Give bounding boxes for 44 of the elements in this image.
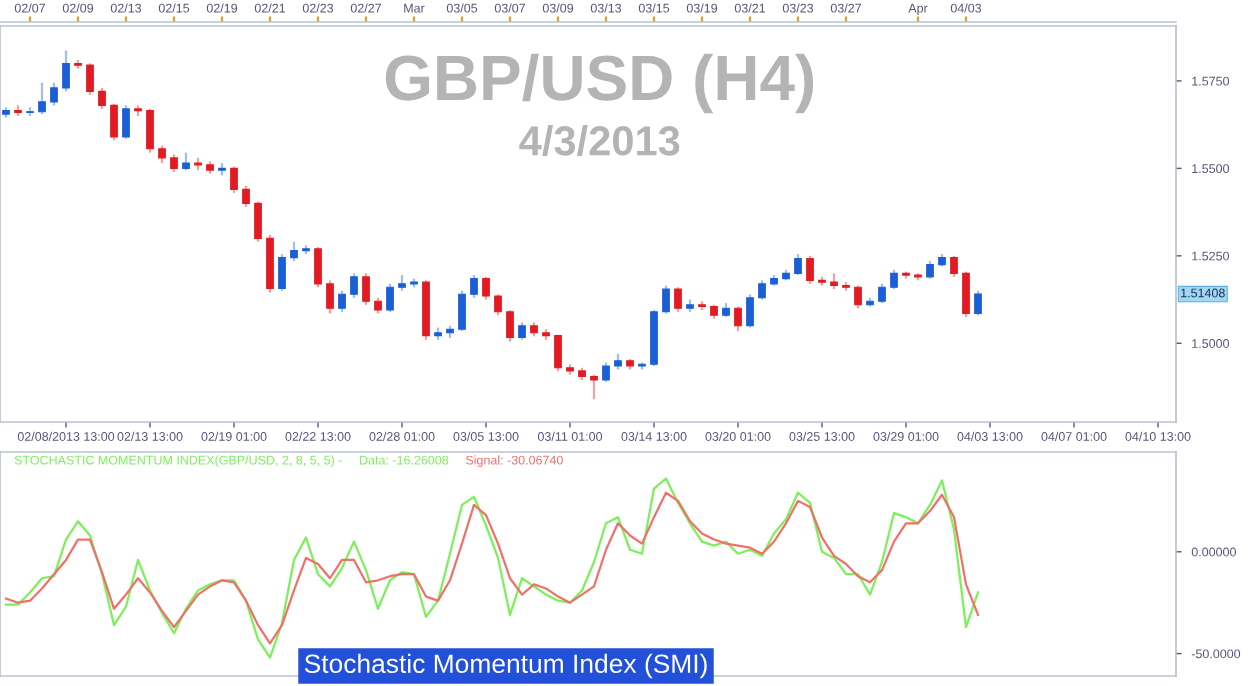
candlestick <box>86 62 94 97</box>
candlestick <box>146 107 154 154</box>
candlestick <box>554 333 562 373</box>
candlestick <box>470 273 478 299</box>
candlestick <box>950 254 958 278</box>
candlestick <box>590 373 598 401</box>
candlestick <box>458 289 466 333</box>
candlestick <box>758 279 766 301</box>
annotation: Stochastic Momentum Index (SMI) <box>304 653 707 679</box>
candlestick <box>494 293 502 317</box>
candlestick <box>662 284 670 315</box>
candlestick <box>602 361 610 383</box>
candlestick <box>794 252 802 277</box>
text: 4/3/2013 <box>519 125 680 157</box>
candlestick <box>110 102 118 142</box>
candlestick <box>890 268 898 291</box>
candlestick <box>506 308 514 343</box>
candlestick <box>326 279 334 315</box>
candlestick <box>98 86 106 111</box>
candlestick <box>290 240 298 263</box>
candlestick <box>62 49 70 93</box>
line-series <box>4 491 980 645</box>
candlestick <box>962 270 970 319</box>
candlestick <box>878 282 886 305</box>
candlestick <box>338 289 346 313</box>
candlestick <box>362 272 370 306</box>
candlestick <box>38 81 46 116</box>
candlestick <box>674 286 682 313</box>
candlestick <box>254 200 262 243</box>
candlestick <box>230 165 238 194</box>
candlestick <box>278 252 286 292</box>
candlestick <box>746 293 754 329</box>
candlestick <box>50 81 58 107</box>
candlestick <box>350 272 358 299</box>
candlestick <box>806 254 814 285</box>
chart-title: GBP/USD (H4) <box>385 53 814 114</box>
candlestick <box>122 104 130 140</box>
candlestick <box>854 284 862 310</box>
candlestick <box>482 275 490 301</box>
candlestick <box>734 305 742 333</box>
candlestick <box>386 282 394 313</box>
candlestick <box>314 245 322 289</box>
candlestick <box>242 184 250 208</box>
candlestick <box>974 289 982 317</box>
